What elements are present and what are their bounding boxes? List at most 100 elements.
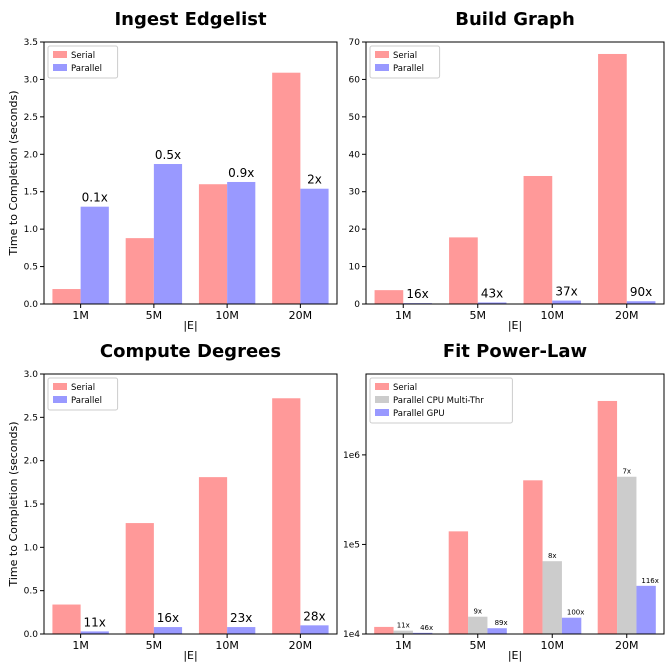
y-tick-label: 1e6 — [343, 451, 360, 461]
y-tick-label: 0.5 — [24, 587, 38, 597]
y-tick-label: 50 — [349, 113, 361, 123]
x-tick-label: 5M — [470, 309, 487, 322]
y-tick-label: 1.5 — [24, 188, 38, 198]
y-tick-label: 1e5 — [343, 540, 360, 550]
bar-serial — [52, 289, 81, 304]
y-tick-label: 60 — [349, 75, 361, 85]
x-tick-label: 20M — [289, 639, 313, 652]
legend-label: Parallel CPU Multi-Thr — [393, 396, 484, 406]
speedup-label: 23x — [230, 611, 252, 625]
bar-serial — [198, 477, 228, 634]
legend-swatch — [375, 64, 389, 71]
legend-label: Serial — [393, 51, 417, 61]
bar-parallel-cpu-multi-thr — [542, 561, 562, 634]
bar-serial — [198, 184, 228, 304]
bar-serial — [523, 480, 543, 634]
chart-title: Fit Power-Law — [443, 341, 587, 362]
y-tick-label: 3.5 — [24, 38, 38, 48]
bar-parallel-gpu — [412, 632, 433, 634]
x-tick-label: 1M — [72, 639, 89, 652]
chart-panel-2: Build Graph 0 10 20 30 40 50 60 70 16x 43x 37x 90x 1M… — [349, 9, 665, 332]
legend-box — [369, 377, 513, 424]
bar-parallel-gpu — [487, 628, 507, 634]
y-tick-label: 20 — [349, 225, 361, 235]
y-tick-label: 40 — [349, 150, 361, 160]
legend-label: Serial — [71, 51, 95, 61]
bar-serial — [523, 175, 553, 304]
bar-parallel — [300, 625, 329, 634]
y-tick-label: 2.5 — [24, 113, 38, 123]
x-tick-label: 10M — [215, 639, 239, 652]
speedup-label: 37x — [555, 285, 577, 299]
bar-parallel — [80, 206, 109, 304]
y-tick-label: 30 — [349, 188, 361, 198]
y-tick-label: 0.0 — [24, 630, 39, 640]
bar-parallel — [477, 302, 507, 304]
y-tick-label: 2.0 — [24, 150, 39, 160]
speedup-label: 116x — [641, 577, 659, 585]
legend-label: Parallel GPU — [393, 409, 445, 419]
x-tick-label: 10M — [215, 309, 239, 322]
x-tick-label: 5M — [146, 309, 163, 322]
bar-parallel — [626, 301, 656, 304]
speedup-label: 43x — [481, 286, 503, 300]
y-tick-label: 1e4 — [343, 630, 360, 640]
speedup-label: 16x — [406, 287, 428, 301]
plot-frame — [43, 41, 338, 305]
bar-serial — [448, 531, 469, 634]
legend-swatch — [53, 51, 67, 58]
bar-serial — [374, 626, 394, 634]
legend-label: Parallel — [393, 64, 424, 74]
y-tick-label: 3.0 — [24, 370, 39, 380]
x-tick-label: 20M — [615, 639, 639, 652]
legend-swatch — [375, 396, 389, 403]
chart-title: Compute Degrees — [100, 341, 281, 362]
x-tick-label: 20M — [615, 309, 639, 322]
bar-serial — [52, 604, 81, 634]
y-tick-label: 1.5 — [24, 500, 38, 510]
y-tick-label: 10 — [349, 263, 361, 273]
speedup-label: 28x — [303, 609, 325, 623]
speedup-label: 2x — [307, 173, 322, 187]
x-tick-label: 1M — [72, 309, 89, 322]
legend-swatch — [53, 383, 67, 390]
x-tick-label: 5M — [470, 639, 487, 652]
bar-serial — [597, 400, 618, 634]
y-tick-label: 70 — [349, 38, 361, 48]
chart-title: Ingest Edgelist — [114, 9, 267, 30]
bar-serial — [272, 72, 301, 304]
legend-swatch — [375, 51, 389, 58]
y-tick-label: 3.0 — [24, 75, 39, 85]
bar-parallel — [227, 627, 256, 634]
y-axis-label: Time to Completion (seconds) — [7, 422, 20, 588]
speedup-label: 0.9x — [228, 166, 254, 180]
speedup-label: 89x — [495, 619, 508, 627]
x-axis-label: |E| — [183, 319, 197, 332]
speedup-label: 0.1x — [82, 191, 108, 205]
speedup-label: 7x — [622, 468, 631, 476]
chart-panel-1: Ingest Edgelist 0.0 0.5 1.0 1.5 2.0 2.5 3.0 3.5 0… — [7, 9, 338, 332]
x-tick-label: 1M — [395, 639, 412, 652]
legend-label: Parallel — [71, 396, 102, 406]
legend-label: Parallel — [71, 64, 102, 74]
bar-serial — [449, 237, 478, 304]
speedup-label: 46x — [420, 624, 433, 632]
bar-parallel — [300, 188, 329, 304]
bar-parallel-cpu-multi-thr — [468, 616, 488, 634]
x-axis-label: |E| — [508, 649, 522, 662]
plot-frame — [365, 373, 665, 635]
y-axis-label: Time to Completion (seconds) — [7, 91, 20, 257]
bar-parallel-gpu — [636, 585, 656, 634]
bar-parallel — [153, 164, 183, 304]
x-tick-label: 10M — [541, 639, 565, 652]
speedup-label: 90x — [630, 285, 652, 299]
y-tick-label: 0 — [354, 300, 360, 310]
y-tick-label: 2.5 — [24, 413, 38, 423]
bar-parallel — [227, 181, 256, 304]
bar-serial — [272, 398, 301, 634]
bar-parallel-cpu-multi-thr — [617, 476, 637, 634]
x-tick-label: 20M — [289, 309, 313, 322]
legend-label: Serial — [71, 383, 95, 393]
speedup-label: 11x — [397, 622, 410, 630]
